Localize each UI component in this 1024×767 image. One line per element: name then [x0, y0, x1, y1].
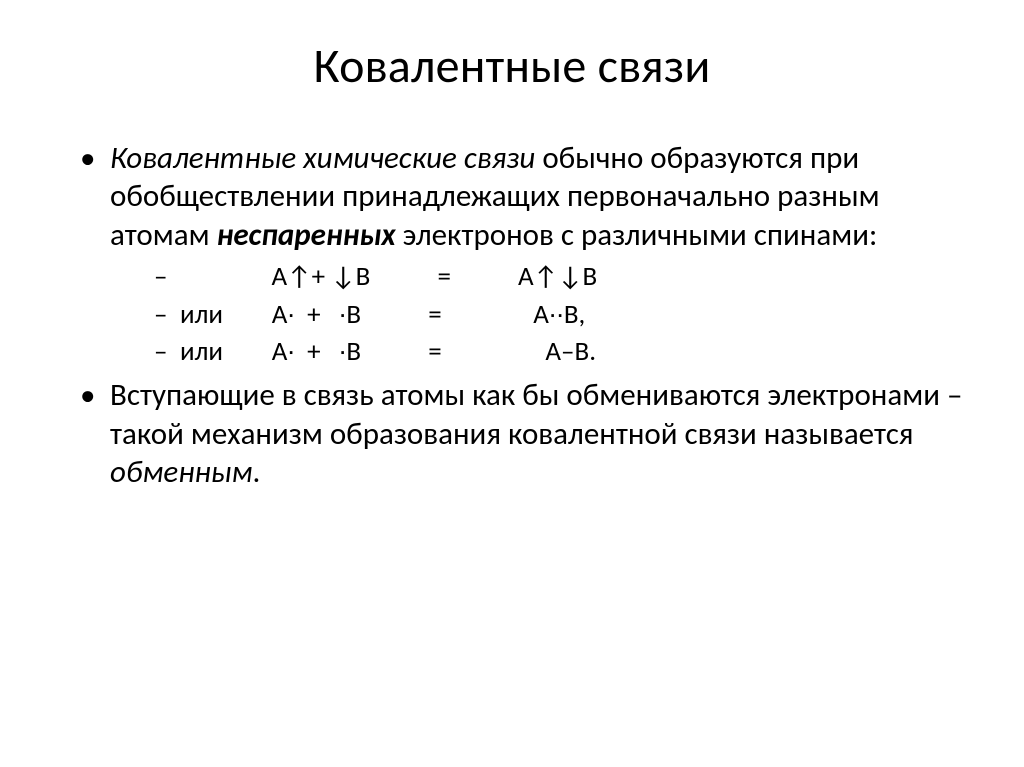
slide-content: Ковалентные химические связи обычно обра… — [52, 139, 972, 491]
slide: Ковалентные связи Ковалентные химические… — [0, 0, 1024, 767]
formula-line: или А∙ + ∙В = А–В. — [154, 333, 972, 370]
sub-bullet-list: А↑+ ↓В = А↑↓В или А∙ + ∙В = А∙∙В, или А∙… — [110, 258, 972, 370]
text-segment: Вступающие в связь атомы как бы обменива… — [110, 376, 962, 452]
bullet-item: Ковалентные химические связи обычно обра… — [80, 139, 972, 370]
bullet-item: Вступающие в связь атомы как бы обменива… — [80, 376, 972, 491]
text-segment: . — [252, 453, 260, 491]
text-segment: Ковалентные химические связи — [110, 139, 535, 177]
text-segment: неспаренных — [217, 216, 396, 254]
formula-line: А↑+ ↓В = А↑↓В — [154, 258, 972, 295]
slide-title: Ковалентные связи — [52, 36, 972, 95]
bullet-list: Ковалентные химические связи обычно обра… — [80, 139, 972, 491]
text-segment: обменным — [110, 453, 252, 491]
formula-line: или А∙ + ∙В = А∙∙В, — [154, 296, 972, 333]
text-segment: электронов с различными спинами: — [396, 216, 878, 254]
